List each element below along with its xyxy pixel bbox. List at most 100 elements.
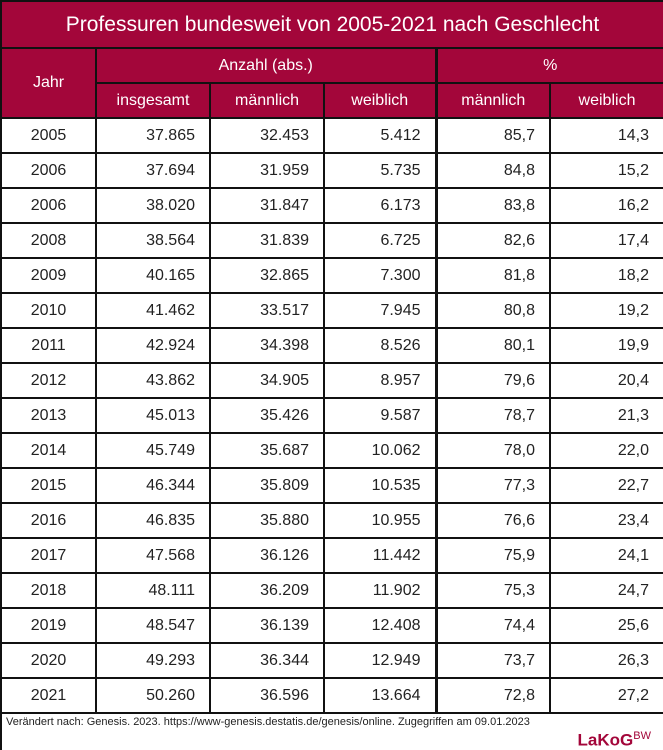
- table-cell: 7.300: [323, 257, 437, 294]
- table-cell: 43.862: [95, 362, 211, 399]
- table-cell: 84,8: [434, 152, 551, 189]
- table-cell: 77,3: [434, 467, 551, 504]
- table-cell: 36.139: [209, 607, 325, 644]
- table-cell: 6.725: [323, 222, 437, 259]
- table-cell: 48.111: [95, 572, 211, 609]
- table-row: 2011 42.924 34.398 8.526 80,1 19,9: [0, 327, 663, 364]
- table-cell: 37.694: [95, 152, 211, 189]
- table-cell: 31.959: [209, 152, 325, 189]
- table-cell: 24,1: [548, 537, 663, 574]
- table-cell: 72,8: [434, 677, 551, 714]
- table-cell: 2021: [0, 677, 97, 714]
- table-cell: 27,2: [548, 677, 663, 714]
- header-anzahl: Anzahl (abs.): [95, 47, 437, 84]
- table-cell: 78,7: [434, 397, 551, 434]
- table-cell: 75,3: [434, 572, 551, 609]
- table-row: 2012 43.862 34.905 8.957 79,6 20,4: [0, 362, 663, 399]
- table-cell: 11.902: [323, 572, 437, 609]
- table-cell: 11.442: [323, 537, 437, 574]
- table-cell: 35.880: [209, 502, 325, 539]
- table-cell: 2014: [0, 432, 97, 469]
- table-cell: 16,2: [548, 187, 663, 224]
- source-note: Verändert nach: Genesis. 2023. https://w…: [6, 716, 530, 728]
- table-cell: 50.260: [95, 677, 211, 714]
- table-cell: 36.126: [209, 537, 325, 574]
- table-cell: 32.865: [209, 257, 325, 294]
- table-cell: 45.013: [95, 397, 211, 434]
- table-cell: 10.535: [323, 467, 437, 504]
- table-cell: 2019: [0, 607, 97, 644]
- table-row: 2019 48.547 36.139 12.408 74,4 25,6: [0, 607, 663, 644]
- table-row: 2021 50.260 36.596 13.664 72,8 27,2: [0, 677, 663, 714]
- table-cell: 12.408: [323, 607, 437, 644]
- table-cell: 85,7: [434, 117, 551, 154]
- table-cell: 35.687: [209, 432, 325, 469]
- table-cell: 25,6: [548, 607, 663, 644]
- table-cell: 34.398: [209, 327, 325, 364]
- table-cell: 80,1: [434, 327, 551, 364]
- table-cell: 22,0: [548, 432, 663, 469]
- table-row: 2017 47.568 36.126 11.442 75,9 24,1: [0, 537, 663, 574]
- table-cell: 13.664: [323, 677, 437, 714]
- table-cell: 2015: [0, 467, 97, 504]
- table-cell: 48.547: [95, 607, 211, 644]
- table-cell: 74,4: [434, 607, 551, 644]
- table-cell: 40.165: [95, 257, 211, 294]
- table-row: 2014 45.749 35.687 10.062 78,0 22,0: [0, 432, 663, 469]
- table-row: 2006 37.694 31.959 5.735 84,8 15,2: [0, 152, 663, 189]
- table-cell: 34.905: [209, 362, 325, 399]
- table-cell: 45.749: [95, 432, 211, 469]
- table-cell: 35.809: [209, 467, 325, 504]
- table-cell: 42.924: [95, 327, 211, 364]
- table-cell: 20,4: [548, 362, 663, 399]
- table-cell: 2006: [0, 152, 97, 189]
- table-row: 2020 49.293 36.344 12.949 73,7 26,3: [0, 642, 663, 679]
- table-cell: 38.564: [95, 222, 211, 259]
- table-cell: 31.839: [209, 222, 325, 259]
- table-cell: 37.865: [95, 117, 211, 154]
- table-cell: 21,3: [548, 397, 663, 434]
- table-row: 2015 46.344 35.809 10.535 77,3 22,7: [0, 467, 663, 504]
- table-cell: 2020: [0, 642, 97, 679]
- table-cell: 36.344: [209, 642, 325, 679]
- table-cell: 35.426: [209, 397, 325, 434]
- table-row: 2006 38.020 31.847 6.173 83,8 16,2: [0, 187, 663, 224]
- table-row: 2008 38.564 31.839 6.725 82,6 17,4: [0, 222, 663, 259]
- table-cell: 17,4: [548, 222, 663, 259]
- header-pct-maennlich: männlich: [434, 82, 551, 119]
- table-cell: 79,6: [434, 362, 551, 399]
- table-cell: 5.735: [323, 152, 437, 189]
- table-cell: 10.955: [323, 502, 437, 539]
- table-cell: 23,4: [548, 502, 663, 539]
- footer: Verändert nach: Genesis. 2023. https://w…: [0, 712, 663, 750]
- table-cell: 36.209: [209, 572, 325, 609]
- table-cell: 2008: [0, 222, 97, 259]
- table-cell: 73,7: [434, 642, 551, 679]
- table-row: 2009 40.165 32.865 7.300 81,8 18,2: [0, 257, 663, 294]
- table-cell: 10.062: [323, 432, 437, 469]
- table-cell: 12.949: [323, 642, 437, 679]
- table-cell: 9.587: [323, 397, 437, 434]
- table-row: 2016 46.835 35.880 10.955 76,6 23,4: [0, 502, 663, 539]
- table-cell: 6.173: [323, 187, 437, 224]
- table-cell: 18,2: [548, 257, 663, 294]
- table-cell: 8.526: [323, 327, 437, 364]
- logo-text: LaKoG: [577, 731, 634, 750]
- table-cell: 76,6: [434, 502, 551, 539]
- table-cell: 2006: [0, 187, 97, 224]
- table-cell: 80,8: [434, 292, 551, 329]
- table-cell: 33.517: [209, 292, 325, 329]
- table-cell: 19,2: [548, 292, 663, 329]
- table-row: 2010 41.462 33.517 7.945 80,8 19,2: [0, 292, 663, 329]
- header-insgesamt: insgesamt: [95, 82, 211, 119]
- table-cell: 14,3: [548, 117, 663, 154]
- table-cell: 2013: [0, 397, 97, 434]
- header-jahr: Jahr: [0, 47, 97, 119]
- table-title: Professuren bundesweit von 2005-2021 nac…: [0, 0, 663, 49]
- header-weiblich: weiblich: [323, 82, 437, 119]
- table-cell: 82,6: [434, 222, 551, 259]
- logo-sup: BW: [633, 730, 652, 743]
- table-cell: 2017: [0, 537, 97, 574]
